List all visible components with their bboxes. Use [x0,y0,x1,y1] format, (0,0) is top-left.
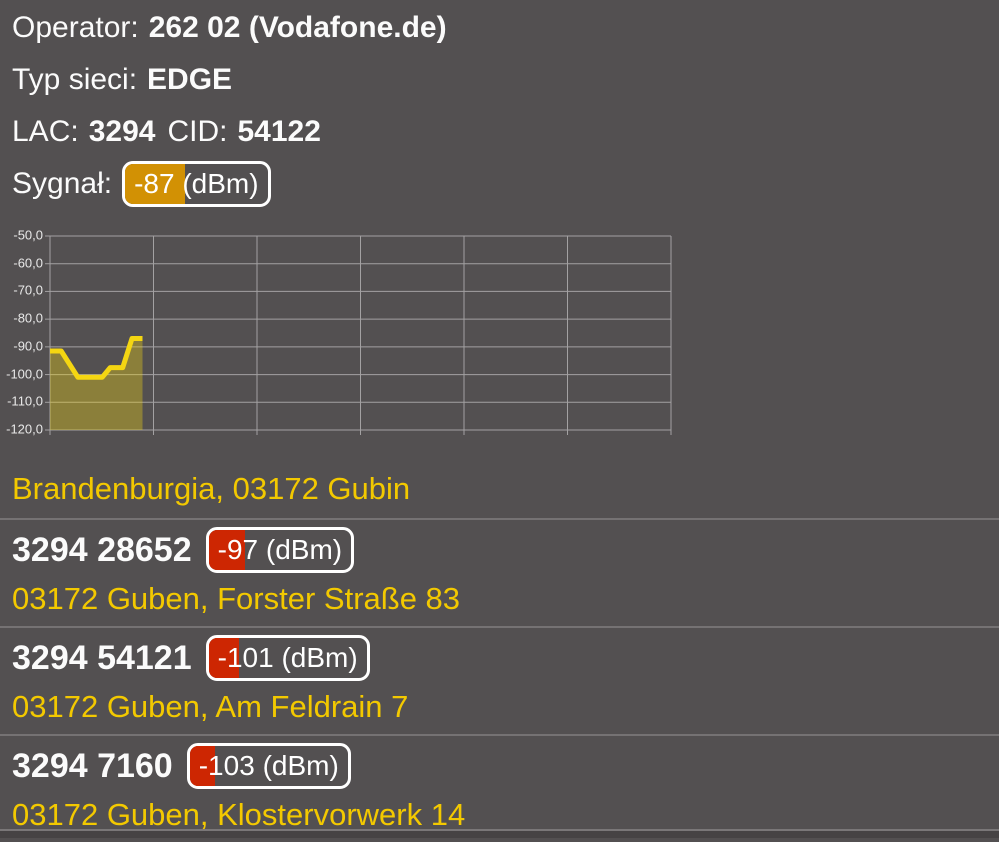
neighbor-cell-id: 3294 7160 [12,746,173,785]
y-axis-tick-label: -80,0 [13,310,43,326]
signal-line: Sygnał: -87 (dBm) [12,158,987,210]
signal-badge-text: -101 (dBm) [217,642,358,673]
neighbor-cell-row[interactable]: 3294 54121 -101 (dBm) 03172 Guben, Am Fe… [0,626,999,734]
chart-canvas [45,235,672,435]
signal-badge-text: -97 (dBm) [217,534,343,565]
chart-y-axis-labels: -50,0 -60,0 -70,0 -80,0 -90,0 -100,0 -110,0 -12… [0,227,46,436]
y-axis-tick-label: -120,0 [6,421,43,437]
signal-line-series [50,336,143,380]
signal-history-chart: -50,0 -60,0 -70,0 -80,0 -90,0 -100,0 -110,0 -12… [0,227,999,440]
neighbor-cell-id-line: 3294 28652 -97 (dBm) [12,522,987,578]
signal-badge-fill [189,746,216,786]
neighbor-cell-address: 03172 Guben, Klostervorwerk 14 [12,797,466,832]
neighbor-signal-badge: -101 (dBm) [205,635,370,681]
signal-badge-fill [208,530,246,570]
operator-value: 262 02 (Vodafone.de) [148,11,447,44]
y-axis-tick-label: -90,0 [13,338,43,354]
network-type-value: EDGE [147,63,233,96]
neighbor-signal-badge: -103 (dBm) [186,743,351,789]
neighbor-cell-id: 3294 54121 [12,638,192,677]
y-axis-tick-label: -110,0 [7,393,43,409]
neighbor-signal-badge: -97 (dBm) [205,527,355,573]
neighbor-cell-row[interactable]: 3294 28652 -97 (dBm) 03172 Guben, Forste… [0,518,999,626]
signal-strength-badge: -87 (dBm) [122,161,271,207]
signal-badge-text: -103 (dBm) [198,750,339,781]
chart-plot-area [45,235,672,435]
signal-badge-fill [125,164,185,204]
neighbor-cell-id-line: 3294 7160 -103 (dBm) [12,738,987,794]
y-axis-tick-label: -100,0 [6,365,43,381]
signal-badge-text: -87 (dBm) [134,168,259,199]
serving-cell-header: Operator: 262 02 (Vodafone.de) Typ sieci… [0,0,999,210]
signal-badge-fill [208,638,240,678]
neighbor-cell-row[interactable]: 3294 7160 -103 (dBm) 03172 Guben, Kloste… [0,734,999,842]
lac-label: LAC: [12,115,79,148]
cid-label: CID: [167,115,228,148]
signal-label: Sygnał: [12,167,113,200]
lac-cid-line: LAC: 3294 CID: 54122 [12,106,987,158]
y-axis-tick-label: -60,0 [13,255,43,271]
network-type-label: Typ sieci: [12,63,138,96]
signal-area-fill [50,338,143,430]
neighbor-cell-id: 3294 28652 [12,530,192,569]
y-axis-tick-label: -50,0 [13,227,43,243]
neighbor-cell-address: 03172 Guben, Forster Straße 83 [12,581,461,616]
operator-label: Operator: [12,11,139,44]
neighbor-cell-address: 03172 Guben, Am Feldrain 7 [12,689,409,724]
serving-cell-address: Brandenburgia, 03172 Gubin [12,471,411,506]
network-type-line: Typ sieci: EDGE [12,54,987,106]
next-item-edge-divider [0,829,999,838]
operator-line: Operator: 262 02 (Vodafone.de) [12,2,987,54]
lac-value: 3294 [88,115,156,148]
neighbor-cell-id-line: 3294 54121 -101 (dBm) [12,630,987,686]
y-axis-tick-label: -70,0 [13,282,43,298]
cid-value: 54122 [237,115,321,148]
